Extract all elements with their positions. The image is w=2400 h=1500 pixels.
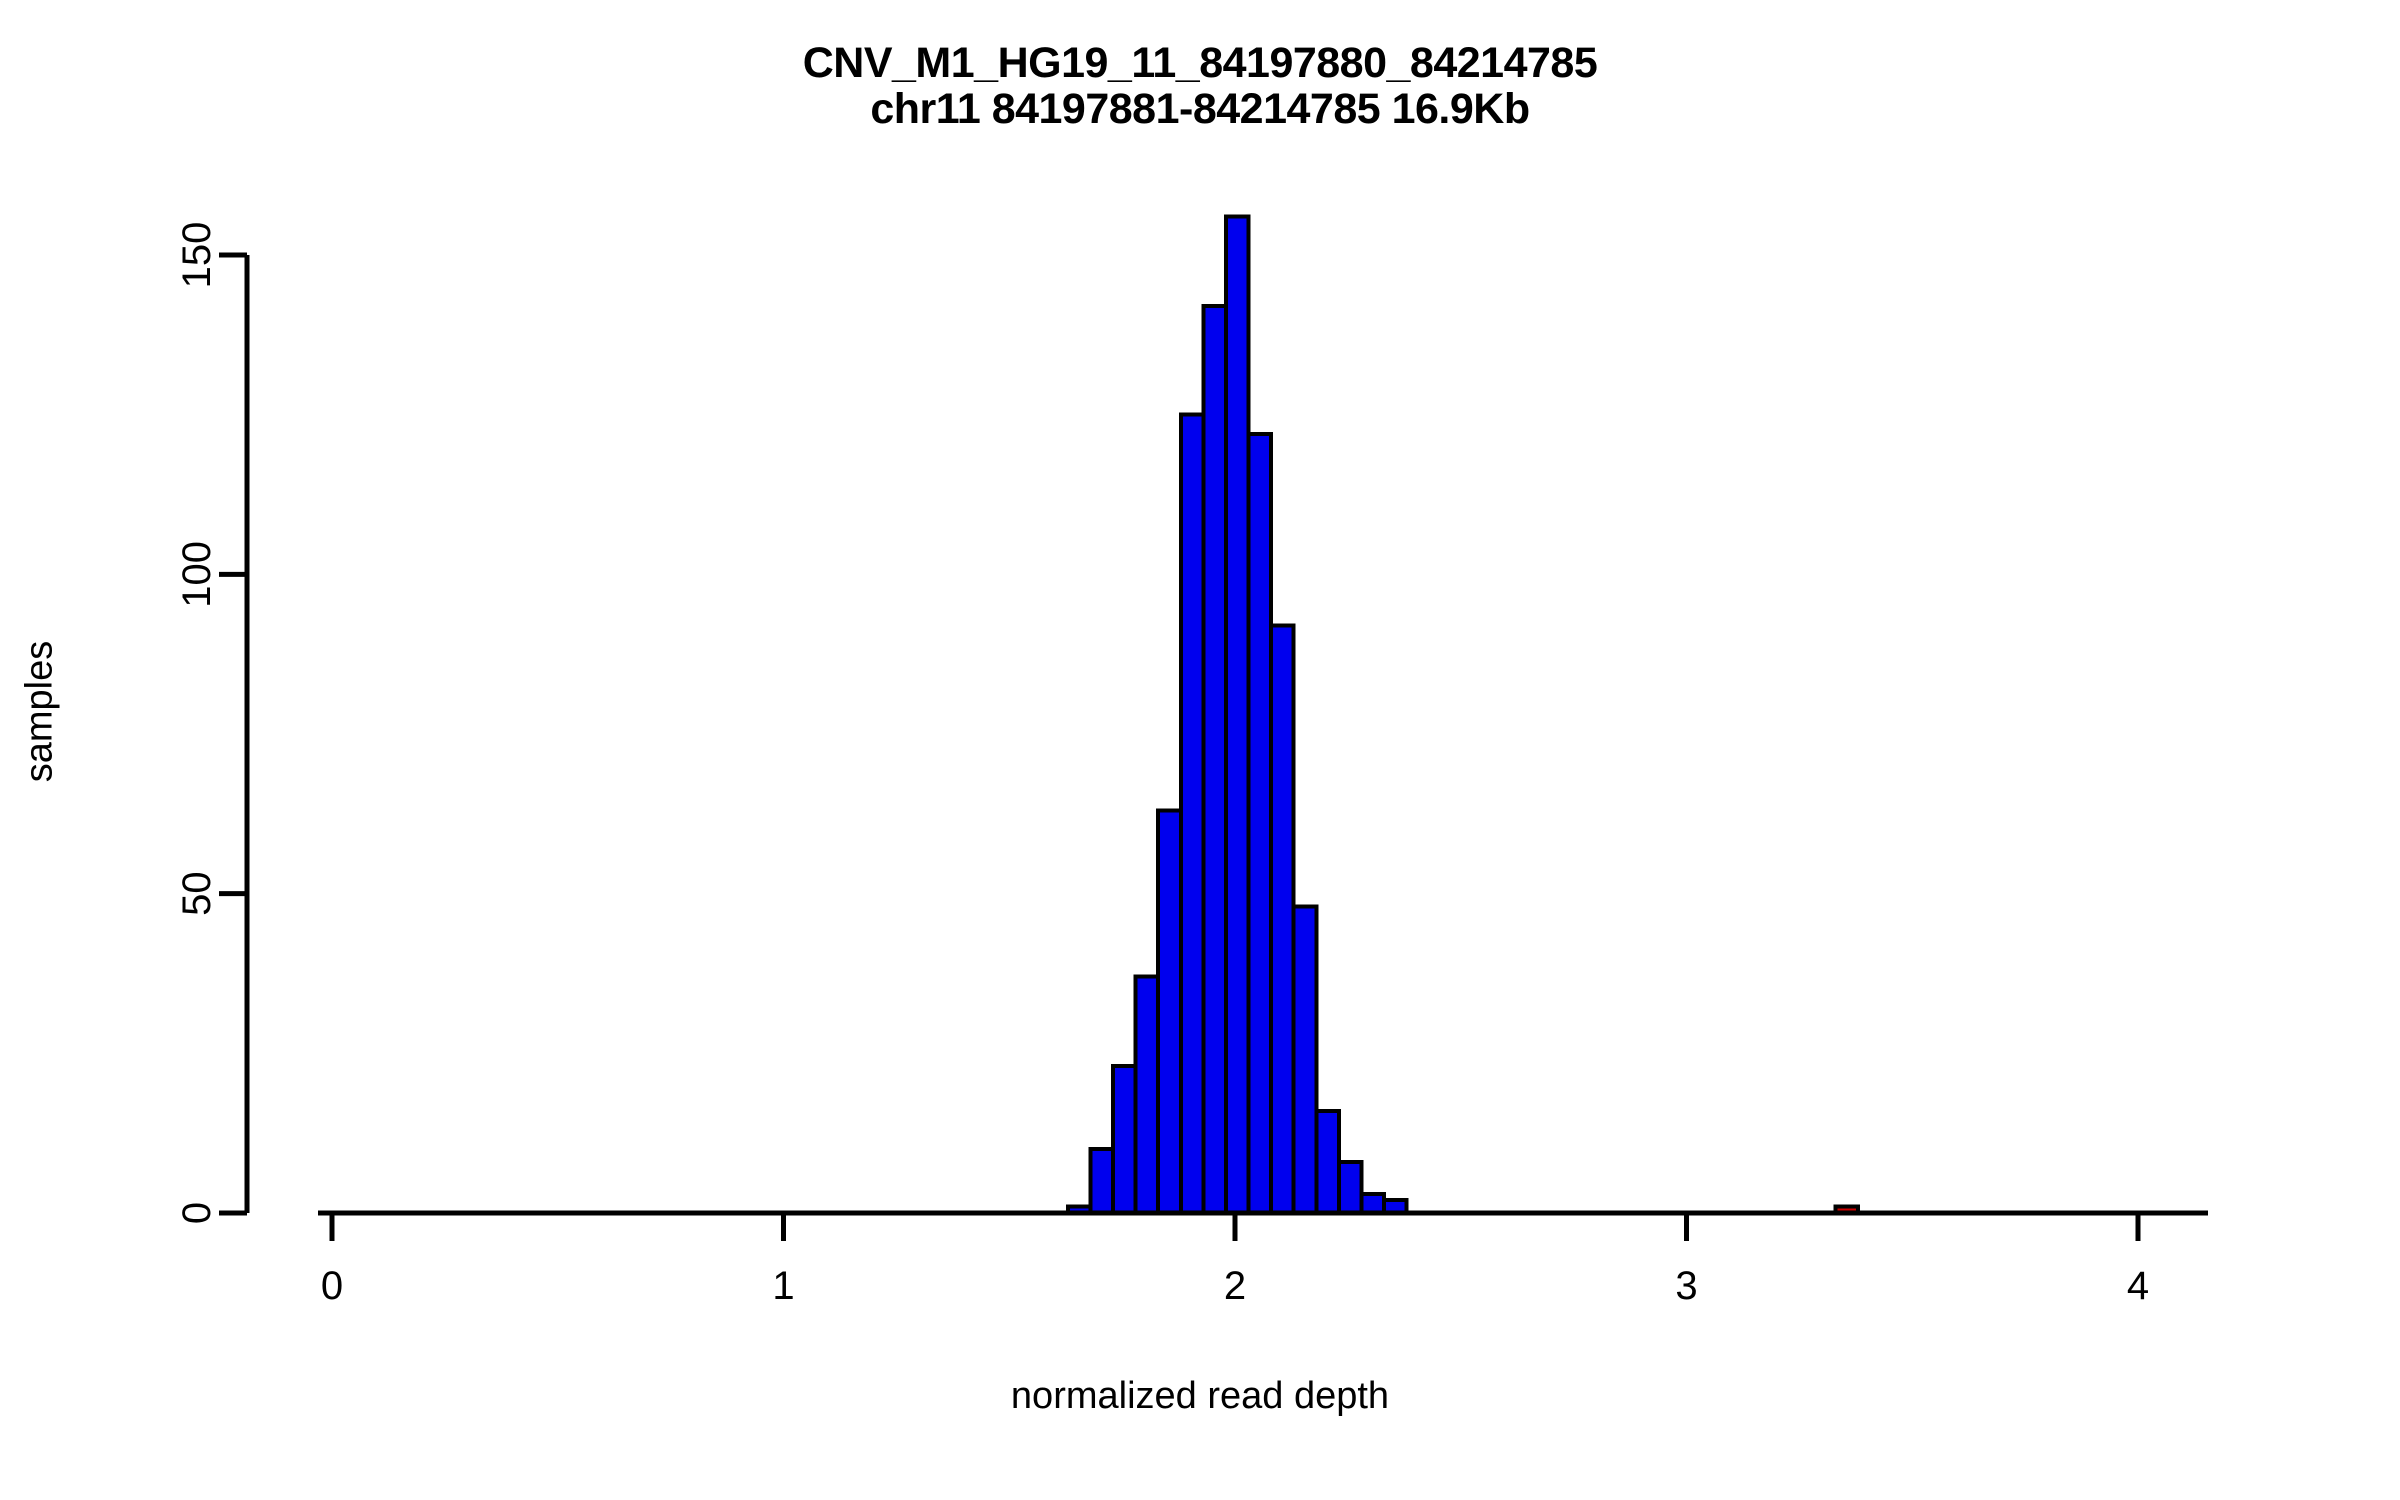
axis-ticks: 0 1 2 3 4 0 50 100 150 [175,222,2149,1308]
histogram-bar [1246,431,1274,1216]
histogram-bar [1291,904,1319,1216]
histogram-bar [1201,304,1228,1215]
y-tick-label: 150 [175,222,219,289]
histogram-bar [1111,1064,1138,1216]
histogram-bar [1269,623,1296,1215]
histogram-bar [1336,1159,1364,1215]
histogram-bar [1133,974,1161,1215]
x-tick-label: 4 [2127,1264,2149,1308]
histogram-bar [1178,412,1206,1216]
chart-title: CNV_M1_HG19_11_84197880_84214785 chr11 8… [0,40,2400,133]
histogram-bar [1359,1191,1386,1215]
chart-title-line-2: chr11 84197881-84214785 16.9Kb [870,85,1530,134]
histogram-bar [1156,808,1183,1215]
histogram-bar [1314,1108,1341,1215]
y-tick-label: 0 [175,1202,219,1224]
histogram-bar [1088,1147,1116,1216]
x-tick-label: 3 [1675,1264,1697,1308]
histogram-bar [1223,214,1251,1215]
histogram-bars [1065,214,1861,1216]
x-tick-label: 1 [772,1264,794,1308]
axes-group [244,254,2208,1216]
chart-title-line-1: CNV_M1_HG19_11_84197880_84214785 [802,39,1598,87]
x-axis-label: normalized read depth [1010,1375,1390,1417]
y-tick-label: 100 [175,541,219,608]
y-tick-label: 50 [175,871,219,916]
x-tick-label: 2 [1224,1264,1246,1308]
x-tick-label: 0 [321,1264,343,1308]
